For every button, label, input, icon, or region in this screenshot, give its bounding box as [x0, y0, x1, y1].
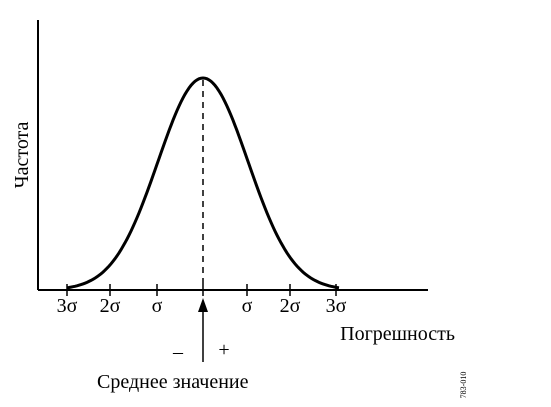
- normal-curve: [66, 76, 340, 290]
- x-tick-label: σ: [242, 295, 253, 317]
- y-label: Частота: [11, 121, 33, 188]
- x-tick-label: 2σ: [100, 295, 121, 317]
- x-tick-label: 3σ: [57, 295, 78, 317]
- minus-sign: –: [172, 341, 184, 363]
- x-tick-label: 3σ: [326, 295, 347, 317]
- figure-code: 783-010: [459, 372, 468, 399]
- x-title: Погрешность: [340, 323, 455, 345]
- ticks: 3σ 2σ σ σ 2σ 3σ: [57, 284, 347, 317]
- plus-sign: +: [218, 339, 229, 361]
- mean-label: Среднее значение: [97, 371, 249, 393]
- arrow-head: [198, 298, 208, 312]
- x-tick-label: 2σ: [280, 295, 301, 317]
- x-tick-label: σ: [152, 295, 163, 317]
